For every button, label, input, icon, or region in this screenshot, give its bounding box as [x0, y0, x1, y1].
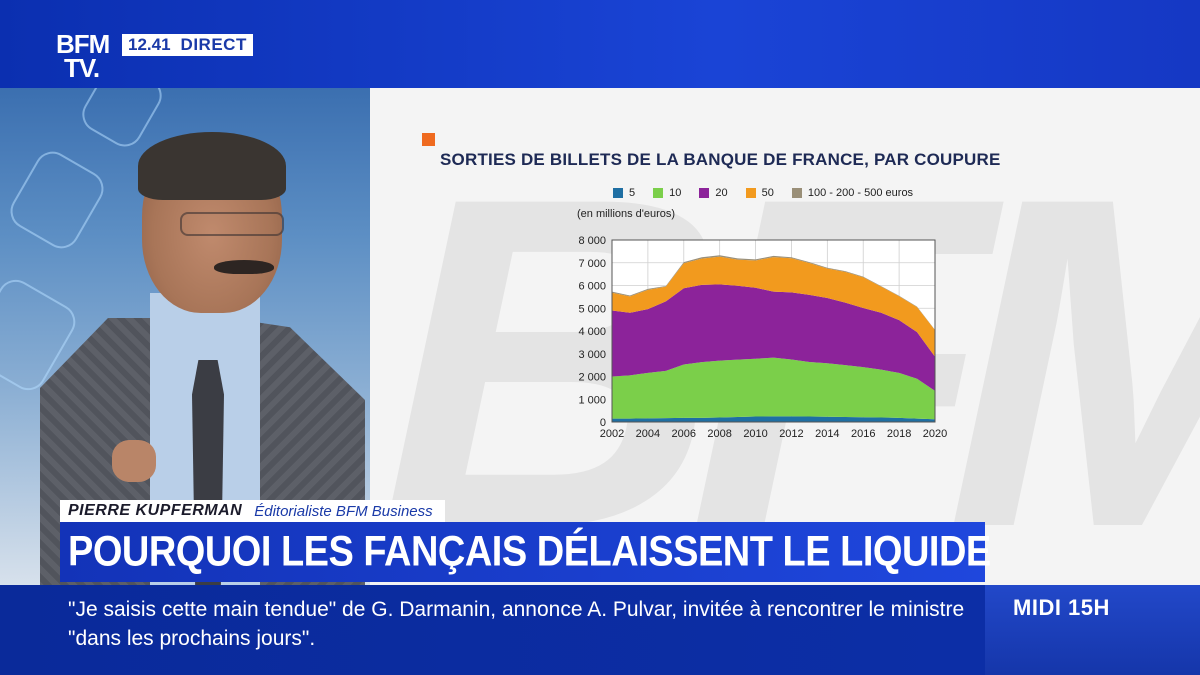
- guest-name: PIERRE KUPFERMAN: [68, 502, 243, 519]
- presenter-glasses: [180, 212, 284, 236]
- chart-ylabel: (en millions d'euros): [577, 208, 676, 220]
- y-tick-label: 6 000: [578, 281, 606, 293]
- x-tick-label: 2012: [779, 428, 803, 440]
- x-tick-label: 2016: [851, 428, 875, 440]
- x-tick-label: 2018: [887, 428, 911, 440]
- logo-line2: TV.: [64, 53, 100, 83]
- y-tick-label: 2 000: [578, 372, 606, 384]
- area-series-5: [612, 416, 935, 422]
- x-tick-label: 2010: [743, 428, 767, 440]
- area-series-20: [612, 284, 935, 391]
- legend-label: 50: [761, 187, 774, 199]
- area-series-10: [612, 357, 935, 420]
- x-tick-label: 2002: [600, 428, 624, 440]
- presenter-hair: [138, 132, 286, 200]
- legend-swatch: [699, 188, 710, 198]
- legend-item: 5: [613, 187, 635, 199]
- y-tick-label: 4 000: [578, 326, 606, 338]
- y-tick-label: 3 000: [578, 349, 606, 361]
- headline-text: POURQUOI LES FANÇAIS DÉLAISSENT LE LIQUI…: [68, 527, 991, 575]
- show-name: MIDI 15H: [1013, 595, 1110, 620]
- live-time-badge: 12.41 DIRECT: [122, 34, 253, 56]
- chart-accent-square: [422, 133, 435, 146]
- legend-swatch: [745, 188, 756, 198]
- x-tick-label: 2008: [707, 428, 731, 440]
- logo-line1: BFM: [56, 29, 110, 59]
- headline-banner: POURQUOI LES FANÇAIS DÉLAISSENT LE LIQUI…: [60, 522, 991, 582]
- x-tick-label: 2006: [672, 428, 696, 440]
- live-label: DIRECT: [180, 35, 247, 54]
- chart-legend: 5 10 20 50 100 - 200 - 500 euros: [613, 187, 913, 199]
- area-series-100-200-500-euros: [612, 255, 935, 331]
- ticker-text: "Je saisis cette main tendue" de G. Darm…: [68, 598, 965, 650]
- legend-label: 5: [629, 187, 636, 199]
- y-tick-label: 5 000: [578, 303, 606, 315]
- guest-role: Éditorialiste BFM Business: [254, 502, 433, 520]
- y-tick-label: 8 000: [578, 235, 606, 247]
- legend-swatch: [791, 188, 802, 198]
- plot-frame: [611, 239, 936, 423]
- legend-item: 50: [745, 187, 774, 199]
- legend-swatch: [613, 188, 623, 198]
- legend-item: 20: [699, 187, 728, 199]
- legend-label: 100 - 200 - 500 euros: [807, 187, 914, 199]
- x-tick-label: 2020: [923, 428, 947, 440]
- y-tick-label: 7 000: [578, 258, 606, 270]
- clock-time: 12.41: [128, 35, 171, 54]
- legend-label: 20: [715, 187, 728, 199]
- y-tick-label: 0: [600, 417, 606, 429]
- stacked-area-chart: 0 1 000 2 000 3 000 4 000 5 000 6 000 7 000 8 00…: [578, 235, 947, 440]
- presenter-hand: [112, 440, 156, 482]
- show-badge: MIDI 15H: [985, 585, 1200, 675]
- legend-item: 10: [653, 187, 681, 199]
- studio-hex-decoration: [3, 145, 111, 255]
- chart-title: SORTIES DE BILLETS DE LA BANQUE DE FRANC…: [440, 150, 1001, 169]
- area-series-50: [612, 256, 935, 357]
- x-tick-label: 2004: [636, 428, 660, 440]
- news-ticker: "Je saisis cette main tendue" de G. Darm…: [0, 585, 1200, 675]
- y-tick-label: 1 000: [578, 394, 606, 406]
- guest-name-strap: PIERRE KUPFERMAN Éditorialiste BFM Busin…: [60, 500, 445, 522]
- x-tick-label: 2014: [815, 428, 839, 440]
- legend-swatch: [653, 188, 664, 198]
- channel-logo: BFM TV.: [56, 29, 110, 83]
- legend-label: 10: [669, 187, 682, 199]
- legend-item: 100 - 200 - 500 euros: [791, 187, 914, 199]
- presenter-mustache: [214, 260, 274, 274]
